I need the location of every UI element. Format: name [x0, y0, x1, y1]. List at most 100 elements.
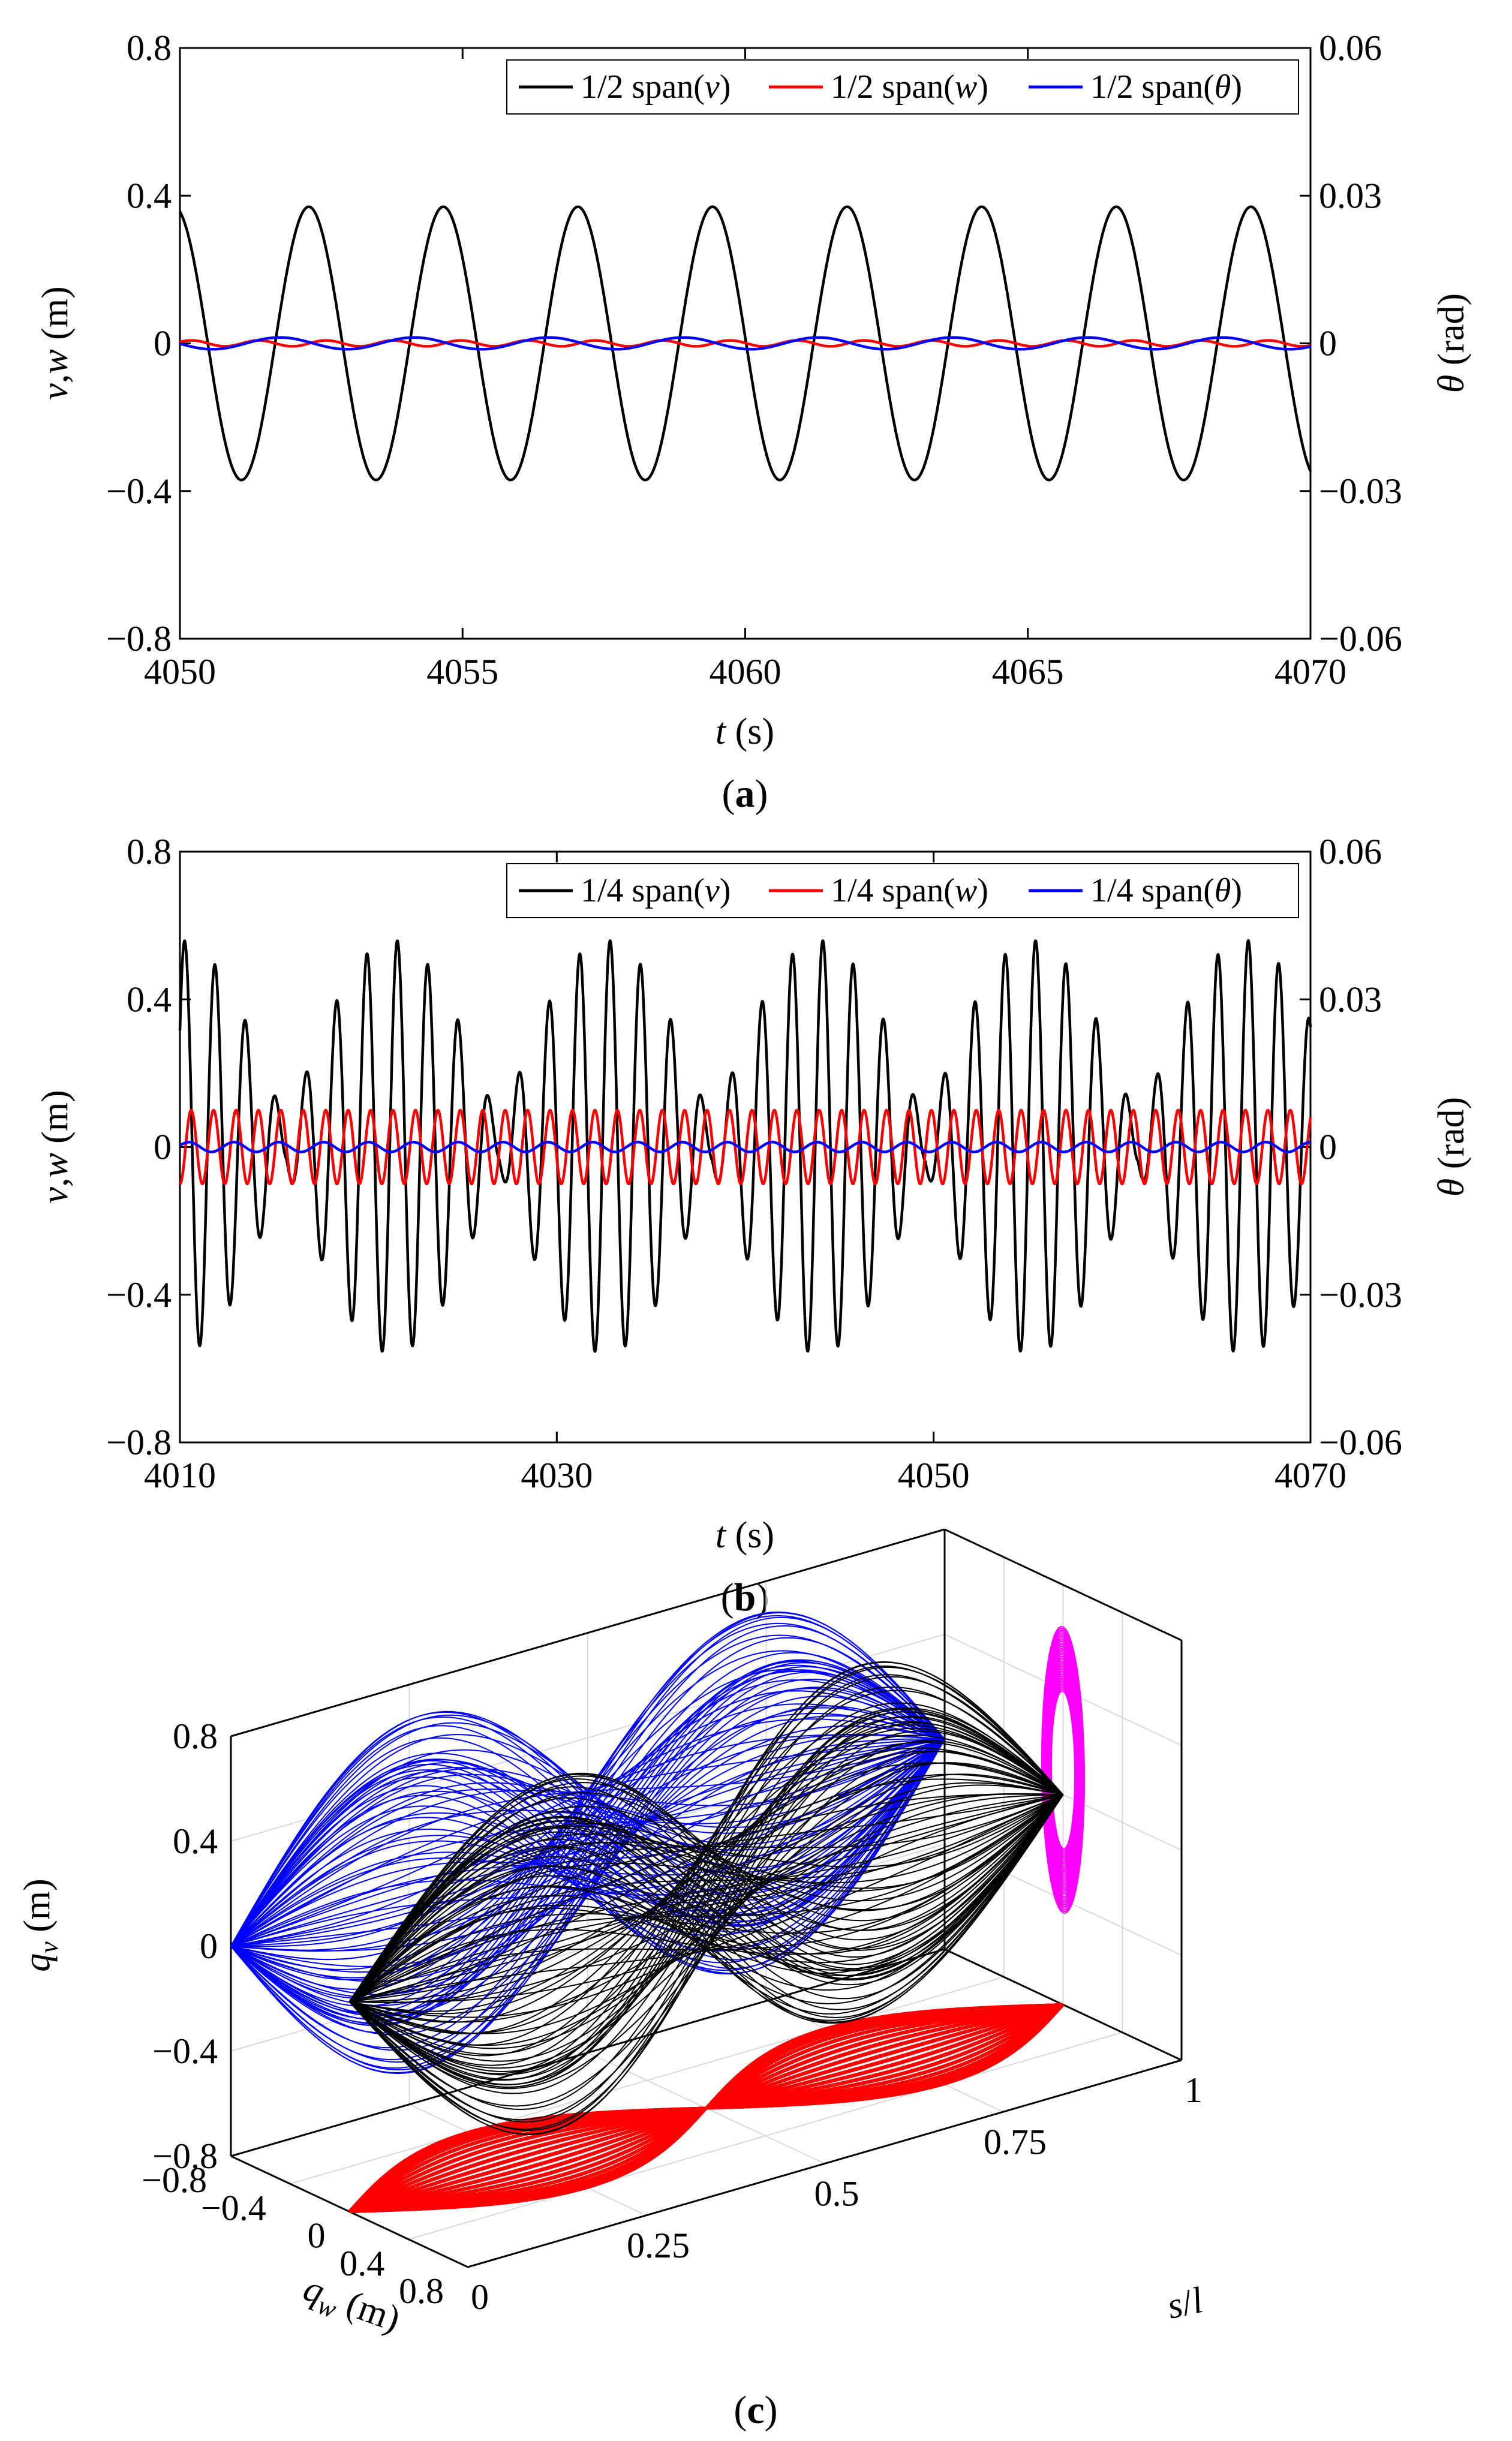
legend-label-b-w: 1/4 span(w) — [831, 872, 988, 909]
qv-projection-curve — [230, 1652, 945, 2025]
qv-tick-label: −0.8 — [152, 2136, 218, 2176]
qv-projection-curve — [230, 1669, 945, 1971]
b-ytick-label-left: 0.8 — [127, 832, 172, 871]
response-curve-3d — [348, 1794, 1064, 2003]
panel-b-ylabel-right: θ (rad) — [1431, 1097, 1472, 1197]
response-curve-3d — [348, 1794, 1064, 2003]
panel-b-legend: 1/4 span(v) 1/4 span(w) 1/4 span(θ) — [506, 863, 1299, 918]
panel-a-legend-box — [506, 59, 1299, 115]
qv-projection-curve — [230, 1739, 945, 1947]
response-curve-3d — [348, 1794, 1064, 2003]
qv-tick-label: 0.4 — [173, 1821, 218, 1861]
panel-a-ylabel-left: v,w (m) — [35, 286, 76, 399]
qv-projection-curve — [230, 1725, 945, 1947]
a-xtick-label: 4060 — [710, 652, 781, 692]
a-ytick-label-right: −0.03 — [1319, 471, 1402, 511]
qw-tick-label: 0.8 — [399, 2271, 444, 2311]
grid-floor-qw — [290, 1976, 1005, 2185]
panel-a-caption: (a) — [722, 772, 768, 816]
grid-floor-qw — [408, 2031, 1123, 2240]
box-edge — [467, 2059, 1182, 2268]
response-curve-3d — [348, 1794, 1064, 2003]
a-ytick-label-right: 0.03 — [1319, 176, 1382, 215]
panel-b-xlabel: t (s) — [716, 1515, 774, 1556]
a-series-v — [179, 205, 1312, 482]
response-curve-3d — [349, 1794, 1064, 2003]
a-ytick-label-right: −0.06 — [1319, 619, 1402, 659]
s-tick-label: 0 — [471, 2277, 489, 2317]
a-ytick-label-right: 0 — [1319, 324, 1337, 363]
b-ytick-label-left: −0.4 — [106, 1275, 172, 1315]
response-curve-3d — [348, 1686, 1064, 2088]
qv-tick-label: 0 — [200, 1926, 218, 1966]
response-curve-3d — [348, 1665, 1064, 2086]
qv-projection-curve — [230, 1739, 945, 1947]
panel-b-legend-box — [506, 863, 1299, 918]
a-series-theta — [179, 336, 1312, 351]
b-ytick-label-right: 0 — [1319, 1128, 1337, 1167]
response-curve-3d — [348, 1741, 1063, 2073]
response-curve-3d — [349, 1794, 1064, 2003]
box-edge — [230, 1528, 945, 1737]
qw-projection-curve — [349, 2003, 1063, 2213]
a-ytick-label-left: 0.4 — [127, 176, 172, 215]
panel-c-zlabel: qv (m) — [17, 1878, 64, 1972]
panel-a-xlabel: t (s) — [716, 711, 774, 752]
s-tick-label: 0.25 — [627, 2226, 690, 2265]
response-curve-3d — [349, 1794, 1063, 2018]
response-curve-3d — [348, 1794, 1064, 2003]
response-curve-3d — [349, 1782, 1063, 2049]
a-ytick-label-right: 0.06 — [1319, 28, 1382, 68]
response-curve-3d — [349, 1794, 1063, 2003]
a-xtick-label: 4070 — [1274, 652, 1346, 692]
b-xtick-label: 4030 — [521, 1456, 593, 1495]
qw-tick-label: −0.8 — [142, 2160, 207, 2200]
a-ytick-label-left: 0 — [154, 324, 172, 363]
panel-b-series — [178, 939, 1312, 1353]
a-ytick-label-left: −0.4 — [106, 471, 172, 511]
response-curve-3d — [349, 1750, 1063, 2012]
qv-tick-label: −0.4 — [152, 2031, 218, 2071]
b-ytick-label-right: −0.03 — [1319, 1275, 1402, 1315]
b-ytick-label-left: −0.8 — [106, 1423, 172, 1462]
b-series-w — [179, 1108, 1312, 1186]
legend-label-a-v: 1/2 span(v) — [581, 68, 731, 106]
qv-projection-curve — [230, 1669, 945, 2021]
response-curve-3d — [349, 1793, 1063, 2023]
qv-projection-curve — [230, 1738, 945, 1982]
qv-projection-curve — [230, 1690, 945, 1961]
s-tick-label: 0.75 — [984, 2122, 1047, 2162]
a-ytick-label-left: 0.8 — [127, 28, 172, 68]
b-xtick-label: 4010 — [144, 1456, 216, 1495]
legend-label-a-theta: 1/2 span(θ) — [1090, 68, 1242, 106]
panel-b-ylabel-left: v,w (m) — [35, 1090, 76, 1203]
panel-a-legend: 1/2 span(v) 1/2 span(w) 1/2 span(θ) — [506, 59, 1299, 115]
response-curve-3d — [348, 1762, 1063, 2062]
response-curve-3d — [349, 1707, 1064, 2034]
panel-c-ticks: −0.8−0.400.40.8−0.8−0.400.40.8 00.250.50.… — [142, 1716, 1203, 2317]
response-curve-3d — [348, 1786, 1064, 2003]
b-xtick-label: 4070 — [1274, 1456, 1346, 1495]
qv-projection-curve — [230, 1737, 945, 1947]
panel-c-caption: (c) — [734, 2388, 777, 2432]
b-ytick-label-right: −0.06 — [1319, 1423, 1402, 1462]
theta-projection-curve — [1041, 1626, 1085, 1914]
a-xtick-label: 4050 — [144, 652, 216, 692]
s-tick-label: 0.5 — [814, 2174, 859, 2214]
box-edge — [944, 1528, 1182, 1642]
response-curve-3d — [348, 1702, 1064, 2085]
b-series-v — [178, 939, 1312, 1353]
panel-c-ylabel: s/l — [1164, 2280, 1206, 2327]
panel-b: 4010 4030 4050 4070 −0.8 −0.4 0 0.4 0.8 −0.06 −0.0… — [35, 832, 1472, 1619]
b-ytick-label-left: 0 — [154, 1128, 172, 1167]
qv-projection-curve — [230, 1739, 945, 1947]
legend-label-b-v: 1/4 span(v) — [581, 872, 731, 909]
panel-c-3d-data — [230, 1611, 1085, 2213]
qv-tick-label: 0.8 — [173, 1716, 218, 1756]
legend-label-b-theta: 1/4 span(θ) — [1090, 872, 1242, 909]
a-xtick-label: 4055 — [426, 652, 498, 692]
panel-a-series — [179, 205, 1312, 482]
panel-a-ticks: 4050 4055 4060 4065 4070 −0.8 −0.4 0 0.4 0.8 −0.06… — [106, 28, 1402, 692]
a-xtick-label: 4065 — [992, 652, 1064, 692]
